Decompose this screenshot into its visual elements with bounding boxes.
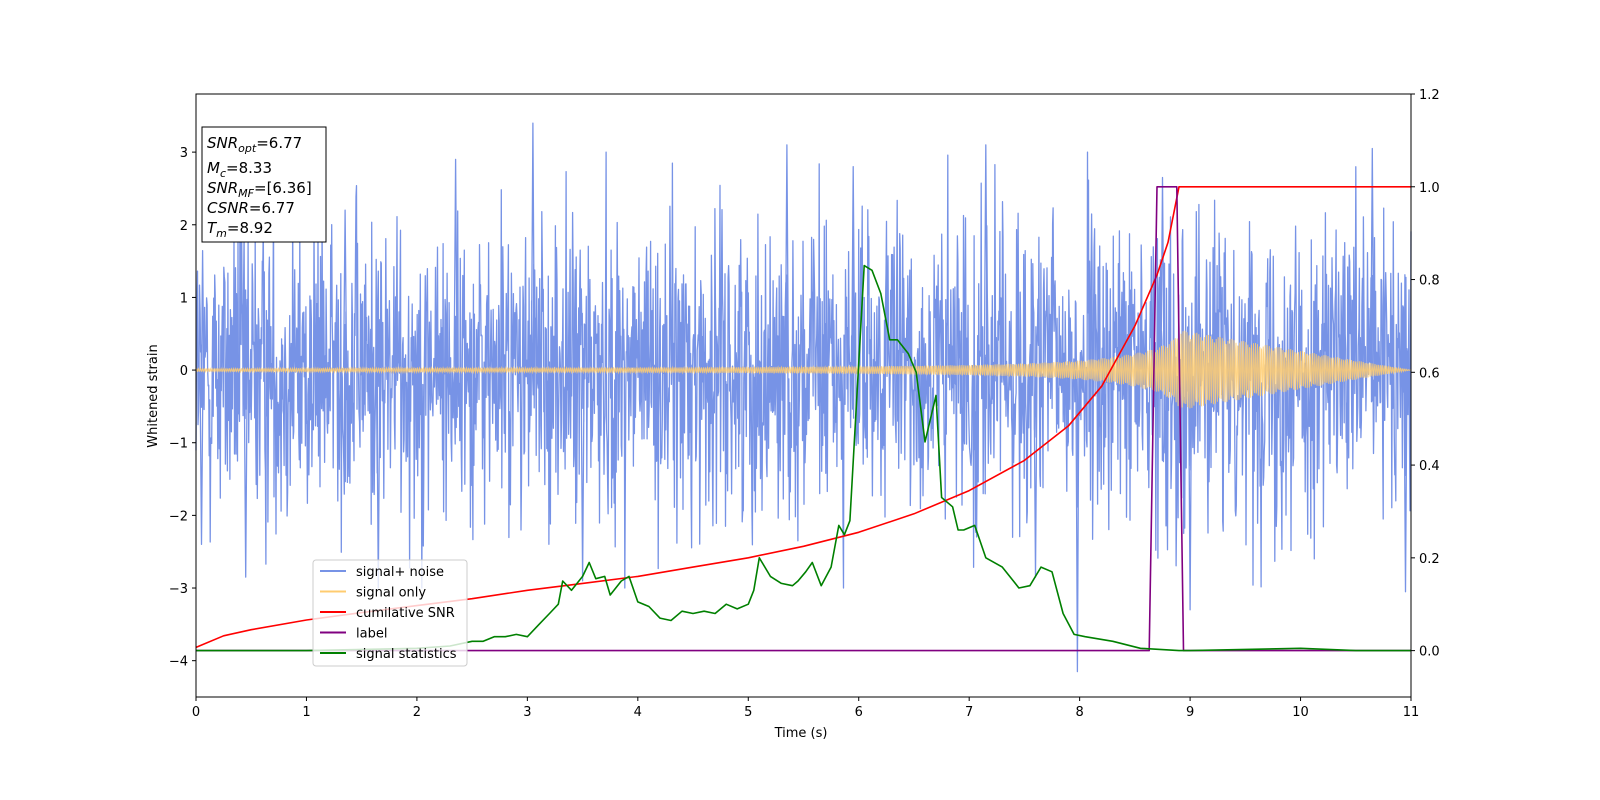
y-axis-label: Whitened strain (146, 344, 161, 447)
y-tick-label: −2 (169, 509, 188, 524)
x-tick-label: 1 (302, 705, 310, 720)
info-line-tm: Tm=8.92 (207, 219, 273, 240)
y2-tick-label: 0.2 (1419, 552, 1440, 567)
info-line-csnr: CSNR=6.77 (207, 199, 295, 217)
info-line-snr-opt: SNRopt=6.77 (207, 134, 302, 155)
x-tick-label: 6 (855, 705, 863, 720)
info-line-mc: Mc=8.33 (207, 159, 272, 180)
x-tick-label: 2 (413, 705, 421, 720)
y-axis-left: −4 −3 −2 −1 0 1 2 3 (169, 146, 196, 670)
info-box: SNRopt=6.77 Mc=8.33 SNRMF=[6.36] CSNR=6.… (201, 126, 327, 243)
legend-label: cumilative SNR (356, 606, 455, 621)
y2-tick-label: 1.2 (1419, 88, 1440, 103)
y-axis-right: 0.0 0.2 0.4 0.6 0.8 1.0 1.2 (1411, 88, 1440, 660)
y2-tick-label: 0.4 (1419, 459, 1440, 474)
y-tick-label: 1 (180, 291, 188, 306)
x-axis: 0 1 2 3 4 5 6 7 8 9 10 11 (192, 697, 1419, 720)
y-tick-label: 2 (180, 219, 188, 234)
y-tick-label: −1 (169, 437, 188, 452)
legend-label: signal+ noise (356, 565, 444, 580)
series-layer (195, 122, 1412, 673)
legend-frame (312, 559, 468, 667)
legend-label: signal only (356, 586, 426, 601)
x-tick-label: 11 (1403, 705, 1420, 720)
legend: signal+ noise signal only cumilative SNR la… (312, 559, 468, 667)
y2-tick-label: 0.0 (1419, 645, 1440, 660)
y2-tick-label: 1.0 (1419, 181, 1440, 196)
legend-label: label (356, 627, 387, 642)
x-tick-label: 10 (1292, 705, 1309, 720)
y-tick-label: 0 (180, 364, 188, 379)
y-tick-label: −3 (169, 582, 188, 597)
legend-entries: signal+ noise signal only cumilative SNR la… (320, 565, 457, 662)
x-tick-label: 7 (965, 705, 973, 720)
info-box-frame (201, 126, 327, 243)
series-signal-statistics-line (196, 264, 1411, 652)
x-tick-label: 5 (744, 705, 752, 720)
info-line-snr-mf: SNRMF=[6.36] (207, 179, 312, 200)
legend-label: signal statistics (356, 647, 457, 662)
y-tick-label: −4 (169, 655, 188, 670)
x-tick-label: 8 (1075, 705, 1083, 720)
x-axis-label: Time (s) (774, 726, 828, 741)
x-tick-label: 3 (523, 705, 531, 720)
y2-tick-label: 0.6 (1419, 366, 1440, 381)
series-signal-only-line (195, 330, 1411, 409)
y2-tick-label: 0.8 (1419, 274, 1440, 289)
x-tick-label: 9 (1186, 705, 1194, 720)
x-tick-label: 0 (192, 705, 200, 720)
y-tick-label: 3 (180, 146, 188, 161)
x-tick-label: 4 (634, 705, 642, 720)
plot-frame (195, 93, 1412, 698)
